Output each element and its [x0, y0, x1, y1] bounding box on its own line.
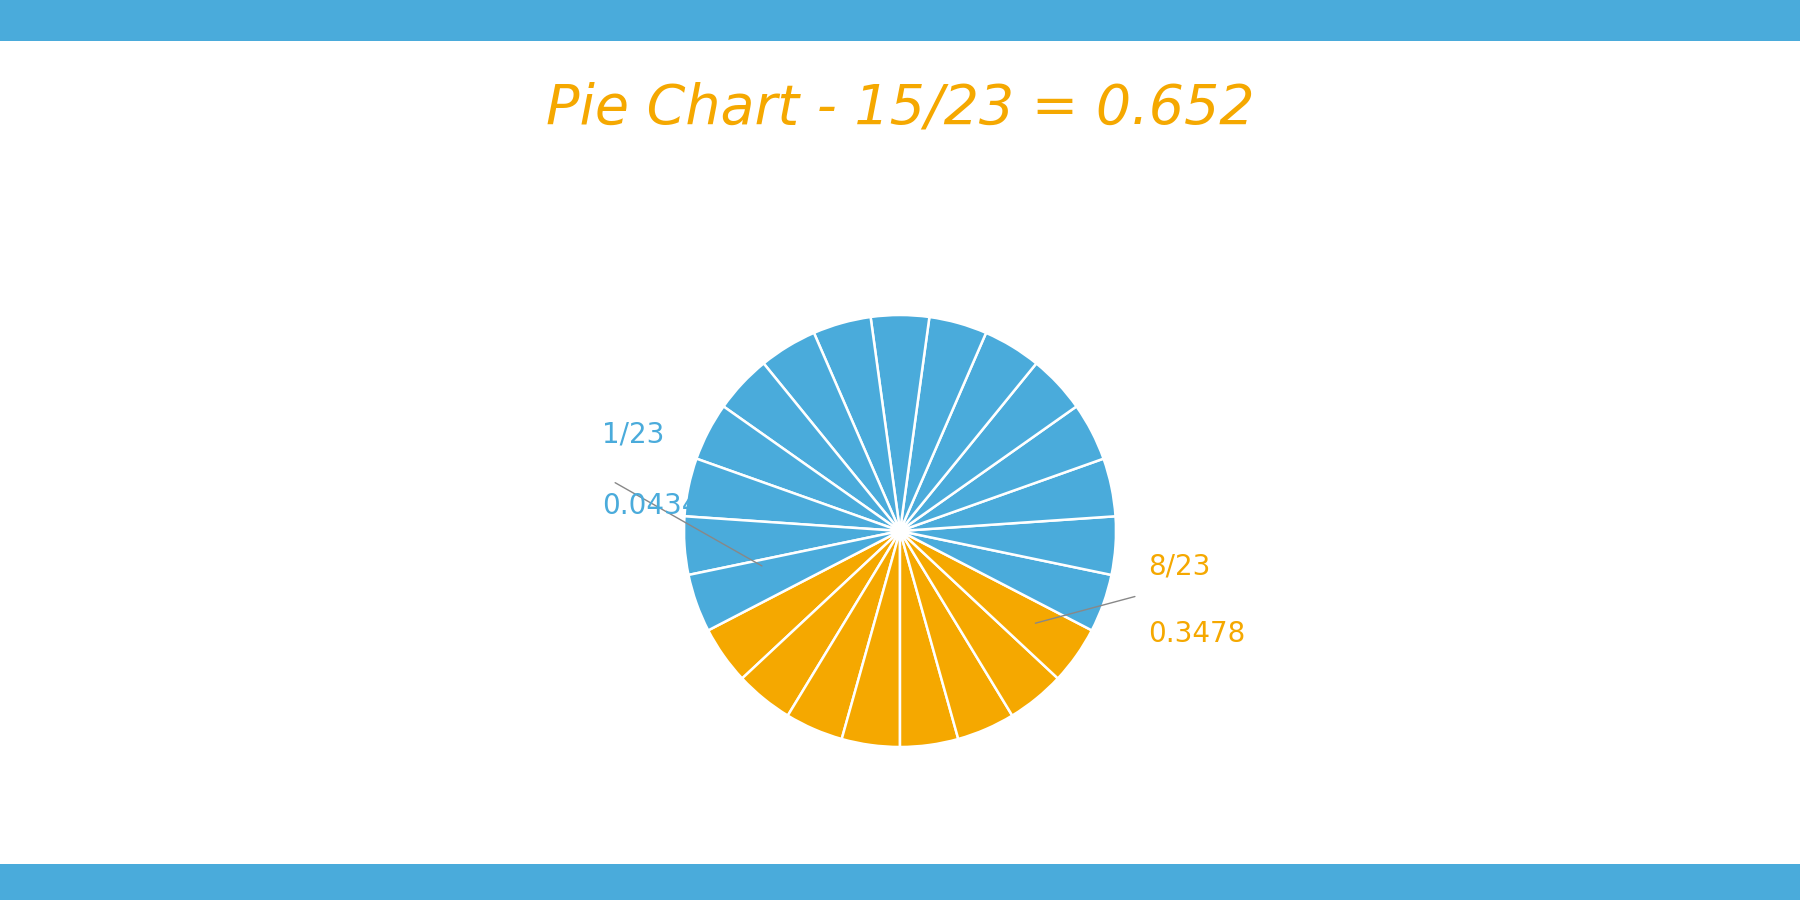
Wedge shape [900, 531, 1093, 679]
Wedge shape [900, 333, 1037, 531]
Text: Pie Chart - 15/23 = 0.652: Pie Chart - 15/23 = 0.652 [545, 82, 1255, 134]
Wedge shape [900, 517, 1116, 575]
Wedge shape [900, 531, 1012, 739]
Wedge shape [689, 531, 900, 630]
Wedge shape [697, 407, 900, 531]
Wedge shape [900, 317, 986, 531]
Wedge shape [707, 531, 900, 679]
Wedge shape [900, 531, 1111, 630]
Wedge shape [788, 531, 900, 739]
Text: 8/23: 8/23 [1148, 553, 1211, 580]
Wedge shape [814, 317, 900, 531]
Text: 0.0434: 0.0434 [601, 492, 698, 520]
Wedge shape [900, 407, 1103, 531]
Wedge shape [900, 531, 1058, 716]
Wedge shape [684, 517, 900, 575]
Text: 0.3478: 0.3478 [1148, 619, 1246, 648]
Wedge shape [742, 531, 900, 716]
Text: SOM: SOM [54, 64, 99, 82]
Wedge shape [684, 459, 900, 531]
Wedge shape [724, 364, 900, 531]
Wedge shape [900, 364, 1076, 531]
Text: 1/23: 1/23 [601, 421, 664, 449]
Wedge shape [871, 315, 929, 531]
Wedge shape [900, 459, 1116, 531]
Wedge shape [842, 531, 900, 747]
Wedge shape [763, 333, 900, 531]
Wedge shape [900, 531, 958, 747]
Bar [0, 0, 1800, 40]
Bar [0, 864, 1800, 900]
